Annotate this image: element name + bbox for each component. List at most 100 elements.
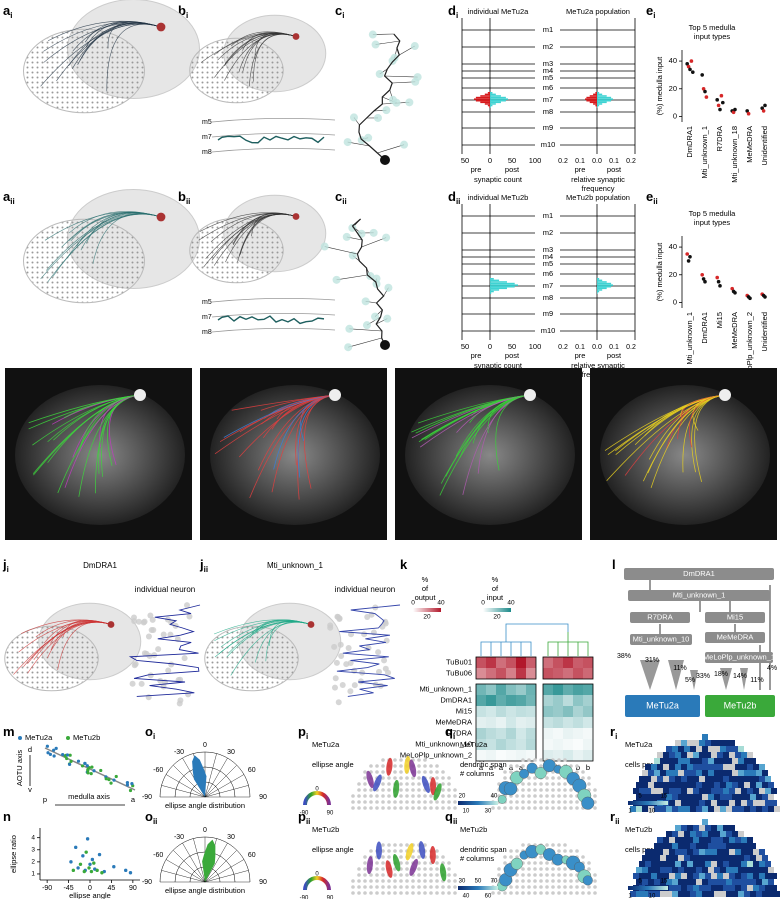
hex-cell xyxy=(690,806,696,812)
column xyxy=(411,806,415,810)
bouton xyxy=(141,618,148,625)
scatter-point xyxy=(65,753,70,757)
point xyxy=(746,111,751,116)
bouton xyxy=(320,242,329,251)
column xyxy=(399,770,403,774)
hex-cell xyxy=(645,873,651,879)
tick-label: 0 xyxy=(673,297,677,306)
column xyxy=(369,873,373,877)
hex-cell xyxy=(666,770,672,776)
heat-frame xyxy=(542,683,594,762)
hex-cell xyxy=(660,770,666,776)
point xyxy=(81,854,85,858)
bouton xyxy=(375,668,382,675)
tissue xyxy=(210,385,380,525)
column xyxy=(447,867,451,871)
hex-cell xyxy=(672,843,678,849)
plot-title: Top 5 medulla xyxy=(689,23,737,32)
scatter-point xyxy=(130,782,134,786)
heat-cell xyxy=(553,728,563,739)
column xyxy=(381,885,385,889)
bouton xyxy=(405,98,414,107)
branch xyxy=(349,328,382,332)
column xyxy=(491,794,495,798)
column xyxy=(575,849,579,853)
hex-cell xyxy=(693,849,699,855)
column xyxy=(417,776,421,780)
panel-label: bii xyxy=(178,189,190,206)
tick-label: 0 xyxy=(203,827,207,834)
hex-cell xyxy=(693,885,699,891)
hex-cell xyxy=(711,740,717,746)
heat-cell xyxy=(486,706,496,717)
node-label: MeTu2b xyxy=(724,700,757,710)
category-label: MeMeDRA xyxy=(745,126,754,163)
panel-sub: ii xyxy=(453,817,457,826)
hex-cell xyxy=(681,752,687,758)
labelled-neuron xyxy=(271,394,336,493)
panel-sub: ii xyxy=(615,817,619,826)
hex-cell xyxy=(729,825,735,831)
panel-sub: i xyxy=(10,11,12,20)
bouton xyxy=(382,106,391,115)
scatter-point xyxy=(112,778,116,782)
heat-cell xyxy=(573,728,583,739)
percent-label: 31% xyxy=(645,657,659,664)
column xyxy=(563,867,567,871)
label: v xyxy=(28,785,32,794)
panel-letter: c xyxy=(335,189,342,204)
hex-cell xyxy=(636,867,642,873)
column xyxy=(503,806,507,810)
hex-cell xyxy=(684,843,690,849)
heat-cell xyxy=(526,750,536,761)
hex-cell xyxy=(687,849,693,855)
hex-cell xyxy=(714,843,720,849)
pre-bar xyxy=(595,92,597,94)
hex-cell xyxy=(726,891,732,897)
column xyxy=(557,788,561,792)
panel-label: pii xyxy=(298,809,310,826)
soma xyxy=(292,213,300,220)
pre-bar xyxy=(474,98,490,100)
column xyxy=(593,873,597,877)
label: 60 xyxy=(485,894,492,899)
point xyxy=(90,857,95,862)
heat-cell xyxy=(553,695,563,706)
column xyxy=(399,764,403,768)
hex-cell xyxy=(708,758,714,764)
column xyxy=(447,776,451,780)
column xyxy=(551,800,555,804)
layer-label: m10 xyxy=(541,326,556,335)
column xyxy=(557,885,561,889)
heat-cell xyxy=(486,739,496,750)
bouton xyxy=(375,70,384,79)
ellipse-fit xyxy=(366,770,374,789)
column xyxy=(369,788,373,792)
node xyxy=(630,612,690,623)
column xyxy=(423,770,427,774)
panel-label: l xyxy=(612,557,616,572)
point xyxy=(748,296,752,301)
hex-cell xyxy=(708,770,714,776)
column xyxy=(393,873,397,877)
column xyxy=(575,891,579,895)
tick-label: 0.0 xyxy=(592,158,602,165)
label: individual neuron xyxy=(335,585,396,594)
label: 40 xyxy=(437,600,445,607)
column xyxy=(405,873,409,877)
post-bar xyxy=(490,106,491,108)
column xyxy=(381,861,385,865)
column xyxy=(429,794,433,798)
heat-cell xyxy=(526,728,536,739)
bouton xyxy=(369,228,378,237)
column xyxy=(417,794,421,798)
label: post xyxy=(505,165,520,174)
soma xyxy=(156,22,166,32)
layer-label: m9 xyxy=(543,309,553,318)
hex-cell xyxy=(714,831,720,837)
hex-cell xyxy=(699,800,705,806)
ellipse-fit xyxy=(393,779,400,798)
column xyxy=(351,806,355,810)
hex-cell xyxy=(705,825,711,831)
layer-line xyxy=(211,118,336,123)
